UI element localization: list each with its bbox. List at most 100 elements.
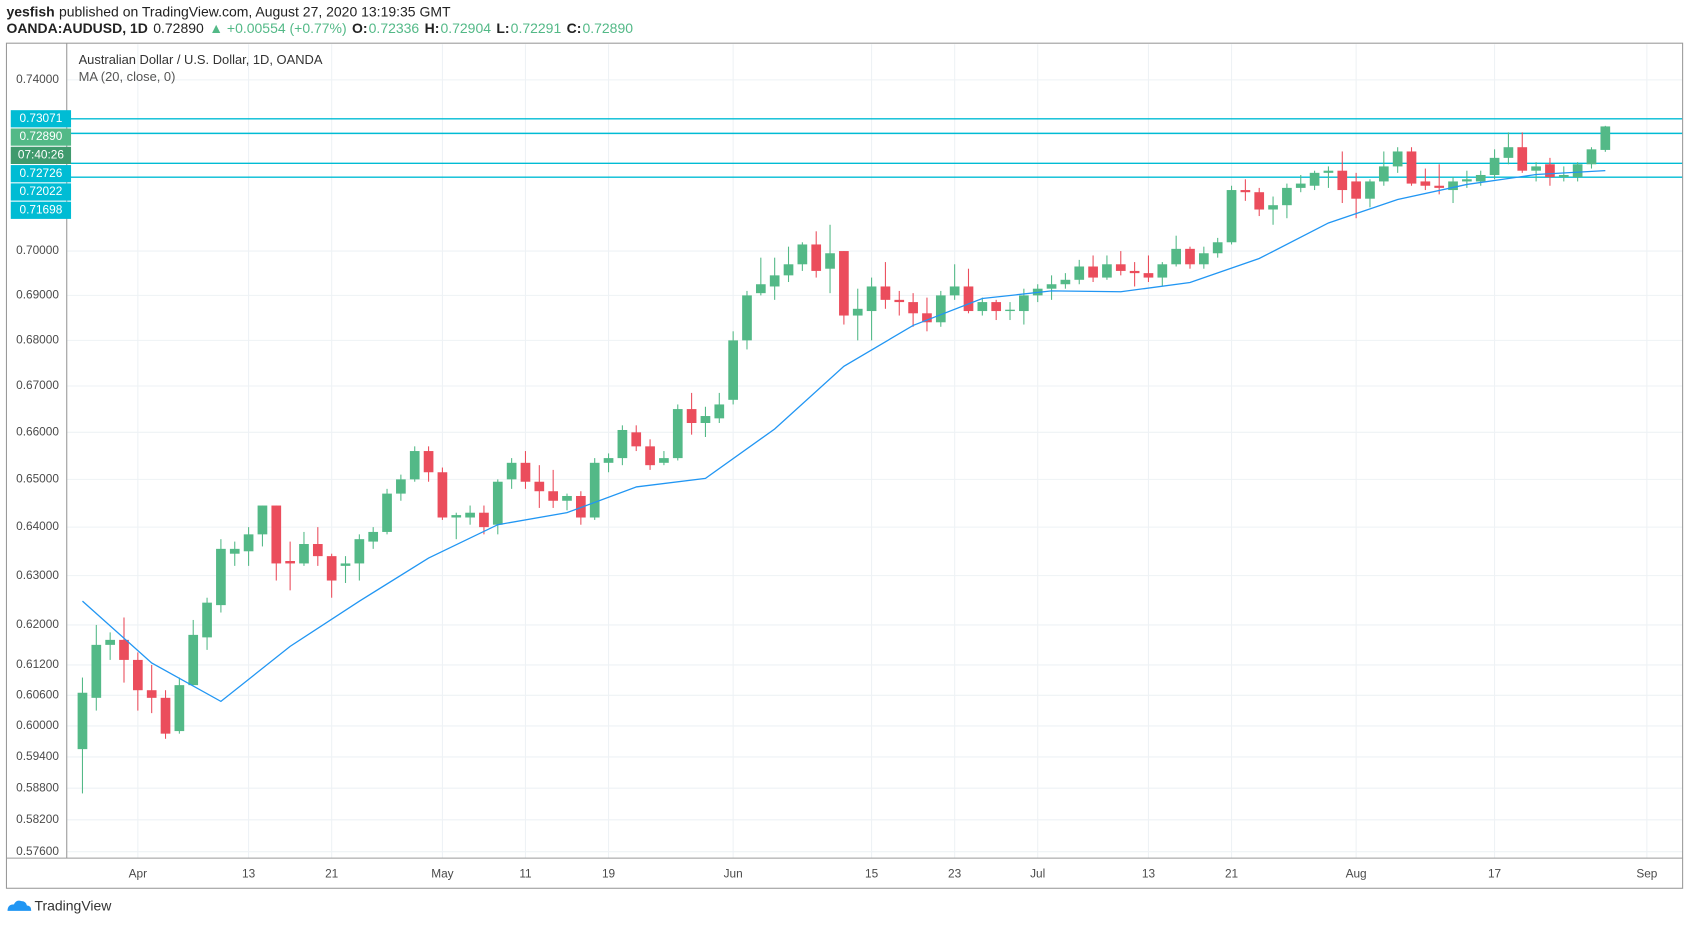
candle-body [119,639,129,660]
candle-body [1060,279,1071,285]
candle-body [1351,181,1361,199]
candle-body [1115,264,1126,271]
price-label-box [10,201,72,219]
header-text: O: [352,20,368,36]
candle-body [160,697,171,734]
candle-body [1600,126,1611,150]
candle-body [548,491,559,501]
price-label: 0.72022 [20,184,63,198]
candle-body [1323,170,1334,173]
candle-body [1406,151,1417,184]
candle-body [1545,164,1555,178]
candle-body [492,481,503,525]
candle-body [354,539,365,564]
candle-body [91,644,102,698]
candle-body [977,302,988,312]
candle-body [1198,253,1209,265]
candle-body [1531,166,1541,171]
candle-body [451,515,462,518]
candle-body [1074,266,1085,280]
candle-body [908,302,918,314]
candle-body [257,505,268,535]
candle-body [216,548,226,606]
candle-body [1088,266,1098,278]
x-tick-label: Jul [1030,866,1045,880]
x-tick-label: 13 [242,866,256,880]
candle-body [700,416,711,424]
candle-body [326,556,337,581]
y-tick-label: 0.70000 [16,243,59,257]
axis-labels: 0.74000 0.70000 0.69000 0.68000 0.67000 0.660… [10,72,1658,880]
ma-line [82,170,1606,703]
candle-body [1475,174,1486,182]
candle-body [1517,147,1528,171]
x-tick-label: Apr [129,866,147,880]
candle-body [1586,149,1597,165]
candle-body [1420,181,1431,186]
x-tick-label: Aug [1346,866,1367,880]
y-tick-label: 0.67000 [16,378,59,392]
candle-body [1157,264,1168,278]
candle-body [368,531,379,542]
y-tick-label: 0.61200 [16,657,59,671]
candle-body [866,286,877,312]
candle-body [1129,270,1140,274]
y-tick-label: 0.58800 [16,780,59,794]
candle-body [479,512,489,528]
x-tick-label: 23 [948,866,962,880]
x-tick-label: 15 [865,866,879,880]
candle-body [437,472,448,518]
candle-body [1226,190,1237,243]
header-text: 0.72336 [369,20,420,36]
grid [66,44,1683,859]
candle-body [1295,183,1306,188]
candle-body [1143,273,1154,278]
candle-body [340,563,351,566]
y-tick-label: 0.63000 [16,568,59,582]
candle-body [285,561,295,564]
candle-body [299,544,309,564]
candle-body [935,295,946,323]
header-text: 0.72890 [582,20,633,36]
candle-body [603,458,614,463]
candle-body [1309,172,1320,186]
x-tick-label: 21 [1225,866,1238,880]
candle-body [1282,187,1292,206]
candle-body [742,295,752,341]
candle-body [839,251,849,316]
candle-body [991,302,1002,312]
candle-body [1489,157,1500,175]
y-tick-label: 0.58200 [16,812,59,826]
candle-body [409,451,420,480]
candle-body [520,462,531,482]
y-tick-label: 0.62000 [16,617,59,631]
candle-body [755,284,766,294]
footer-brand: TradingView [34,897,112,913]
chart-frame [5,42,1684,889]
price-label-box [10,183,72,201]
ma-legend: MA (20, close, 0) [79,69,176,84]
footer-logo [7,900,32,911]
x-tick-label: 13 [1142,866,1156,880]
candle-body [534,481,545,492]
plot [66,118,1683,794]
candle-body [1005,309,1015,312]
candle-body [728,340,738,400]
price-label: 0.71698 [20,202,63,216]
header-text: 0.72890 [153,20,204,36]
y-tick-label: 0.66000 [16,424,59,438]
candle-body [825,253,835,269]
candle-body [174,685,185,732]
candle-body [949,286,960,296]
candle-body [146,690,157,698]
candle-body [1365,181,1375,199]
candle-body [382,493,392,532]
candle-body [922,313,932,323]
candle-body [1378,166,1389,182]
candle-body [562,495,572,501]
candle-body [506,462,517,480]
candle-body [617,429,628,459]
